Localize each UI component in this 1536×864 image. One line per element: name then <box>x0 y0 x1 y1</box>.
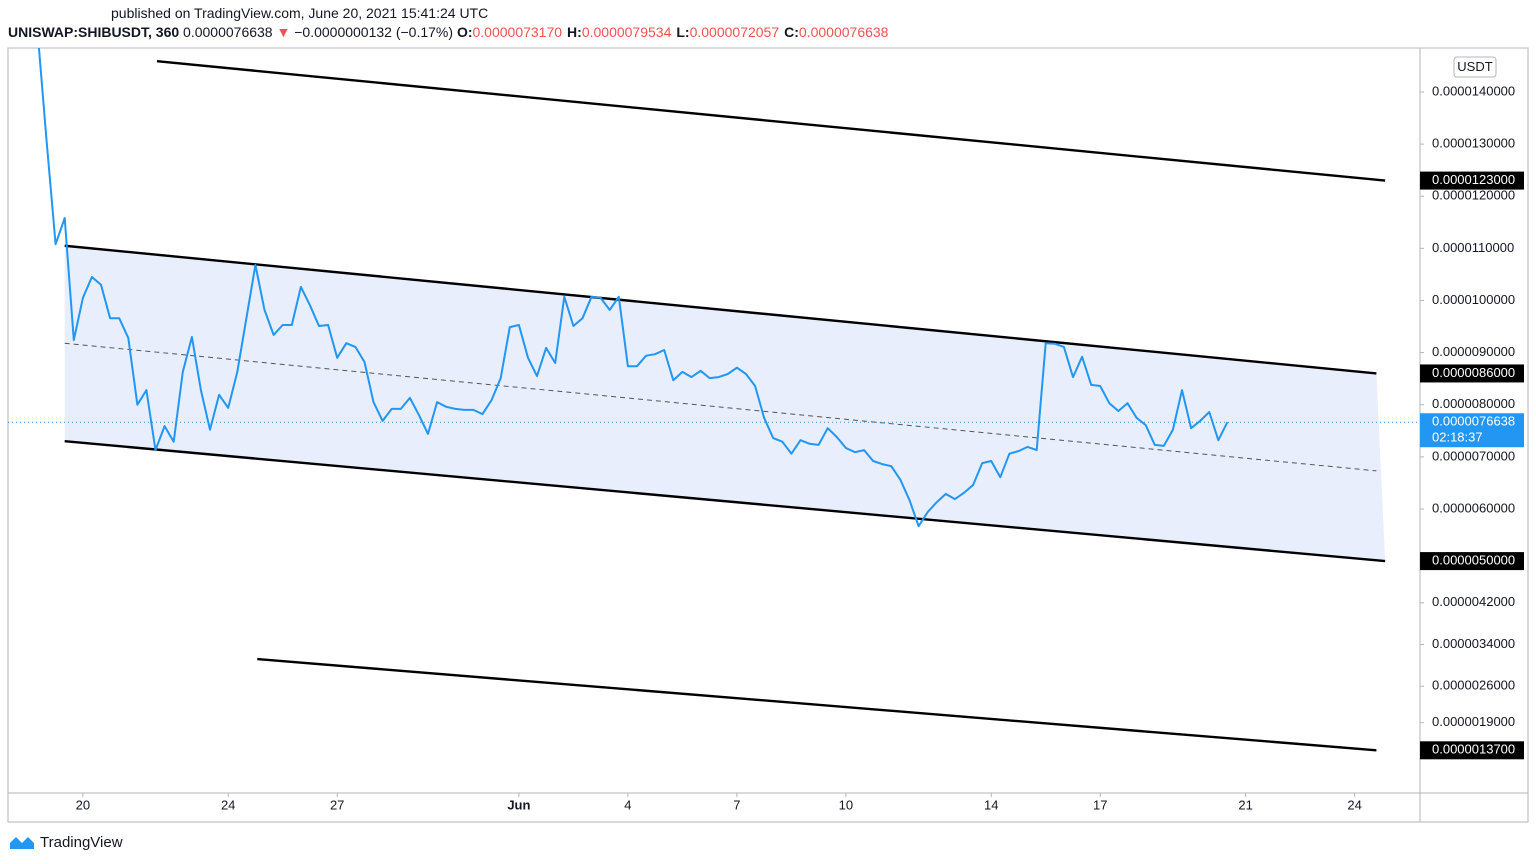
x-tick-label: 27 <box>330 797 344 812</box>
last-price: 0.0000076638 <box>183 24 273 40</box>
plot-area <box>8 48 1420 752</box>
y-tick-label: 0.0000130000 <box>1432 136 1515 151</box>
y-tick-label: 0.0000140000 <box>1432 83 1515 98</box>
y-tick-label: 0.0000026000 <box>1432 678 1515 693</box>
x-tick-label: 20 <box>76 797 90 812</box>
trend-line <box>64 342 1377 472</box>
x-tick-label: 21 <box>1238 797 1252 812</box>
ohlc: O:0.0000073170 H:0.0000079534 L:0.00000720… <box>457 24 894 40</box>
ohlc-key: C: <box>784 24 799 40</box>
trend-value-label: 0.0000123000 <box>1432 172 1515 187</box>
trend-value-box <box>1420 741 1524 760</box>
trend-line <box>257 657 1377 752</box>
countdown-label: 02:18:37 <box>1432 430 1483 445</box>
y-tick-label: 0.0000120000 <box>1432 188 1515 203</box>
channel-fill <box>64 245 1386 562</box>
trend-value-label: 0.0000050000 <box>1432 553 1515 568</box>
last-price-box <box>1420 413 1524 448</box>
trend-line <box>64 244 1377 375</box>
x-tick-label: Jun <box>507 797 530 812</box>
last-price-label: 0.0000076638 <box>1432 414 1515 429</box>
trend-value-box <box>1420 171 1524 190</box>
y-tick-label: 0.0000100000 <box>1432 292 1515 307</box>
symbol-line: UNISWAP:SHIBUSDT, 360 0.0000076638 ▼ −0.… <box>8 24 893 40</box>
y-tick-label: 0.0000110000 <box>1432 240 1514 255</box>
trend-value-label: 0.0000013700 <box>1432 742 1515 757</box>
trend-line <box>64 440 1386 563</box>
y-tick-label: 0.0000034000 <box>1432 636 1515 651</box>
ohlc-key: L: <box>676 24 690 40</box>
x-tick-label: 17 <box>1093 797 1107 812</box>
x-tick-label: 7 <box>733 797 740 812</box>
trend-value-box <box>1420 552 1524 571</box>
price-line <box>37 48 1229 528</box>
ohlc-key: H: <box>567 24 582 40</box>
x-tick-label: 24 <box>1347 797 1361 812</box>
published-line: published on TradingView.com, June 20, 2… <box>111 5 489 21</box>
x-tick-label: 4 <box>624 797 631 812</box>
change: −0.0000000132 (−0.17%) <box>294 24 454 40</box>
trend-line <box>156 60 1386 182</box>
logo-icon <box>10 837 34 849</box>
x-tick-label: 10 <box>839 797 853 812</box>
ohlc-value: 0.0000073170 <box>472 24 563 40</box>
symbol: UNISWAP:SHIBUSDT, 360 <box>8 24 180 40</box>
change-arrow: ▼ <box>276 24 291 40</box>
ohlc-value: 0.0000072057 <box>689 24 780 40</box>
y-tick-label: 0.0000090000 <box>1432 344 1515 359</box>
ohlc-key: O: <box>456 24 473 40</box>
currency: USDT <box>1457 59 1492 74</box>
logo-shape <box>10 837 34 849</box>
trend-value-box <box>1420 364 1524 383</box>
ohlc-value: 0.0000079534 <box>581 24 672 40</box>
logo-text: TradingView <box>40 833 123 851</box>
x-tick-label: 14 <box>984 797 998 812</box>
y-tick-label: 0.0000070000 <box>1432 448 1515 463</box>
chart-frame <box>7 47 1529 823</box>
currency-box <box>1453 56 1497 78</box>
y-tick-label: 0.0000042000 <box>1432 594 1515 609</box>
y-tick-label: 0.0000080000 <box>1432 396 1515 411</box>
logo: TradingView <box>8 833 123 851</box>
trend-value-label: 0.0000086000 <box>1432 365 1515 380</box>
ohlc-value: 0.0000076638 <box>798 24 889 40</box>
y-tick-label: 0.0000019000 <box>1432 714 1515 729</box>
y-tick-label: 0.0000060000 <box>1432 500 1515 515</box>
x-tick-label: 24 <box>221 797 235 812</box>
